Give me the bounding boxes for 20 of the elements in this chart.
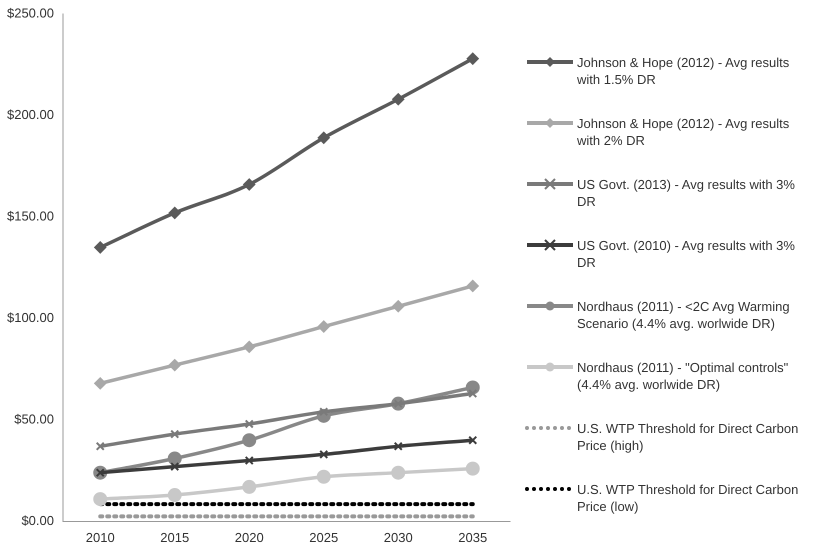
legend-label: US Govt. (2013) - Avg results with 3% DR: [577, 176, 796, 210]
y-tick-label: $50.00: [14, 412, 54, 426]
legend-label: U.S. WTP Threshold for Direct Carbon Price (high): [577, 420, 800, 454]
y-tick-label: $250.00: [6, 6, 54, 21]
y-tick-label: $150.00: [6, 208, 54, 224]
x-tick-label: 2030: [384, 530, 413, 545]
y-tick-label: $100.00: [6, 310, 54, 326]
y-tick-label: $200.00: [6, 107, 54, 122]
x-tick-label: 2010: [86, 530, 115, 545]
legend-label: Johnson & Hope (2012) - Avg results with 2% DR: [577, 114, 790, 148]
x-tick-label: 2025: [309, 530, 338, 545]
y-tick-label: $0.00: [21, 512, 54, 528]
legend-label: U.S. WTP Threshold for Direct Carbon Price (low): [577, 480, 800, 514]
x-tick-label: 2015: [160, 530, 190, 545]
legend-label: Nordhaus (2011) - <2C Avg Warming Scenario (4.4% avg. worlwide DR): [577, 298, 791, 332]
x-tick-label: 2020: [234, 530, 264, 545]
legend-label: Johnson & Hope (2012) - Avg results with 1.5% DR: [577, 54, 790, 88]
legend-label: US Govt. (2010) - Avg results with 3% DR: [577, 236, 796, 270]
x-tick-label: 2035: [458, 530, 488, 545]
legend-label: Nordhaus (2011) - "Optimal controls" (4.4% avg. worlwide DR): [577, 358, 790, 392]
